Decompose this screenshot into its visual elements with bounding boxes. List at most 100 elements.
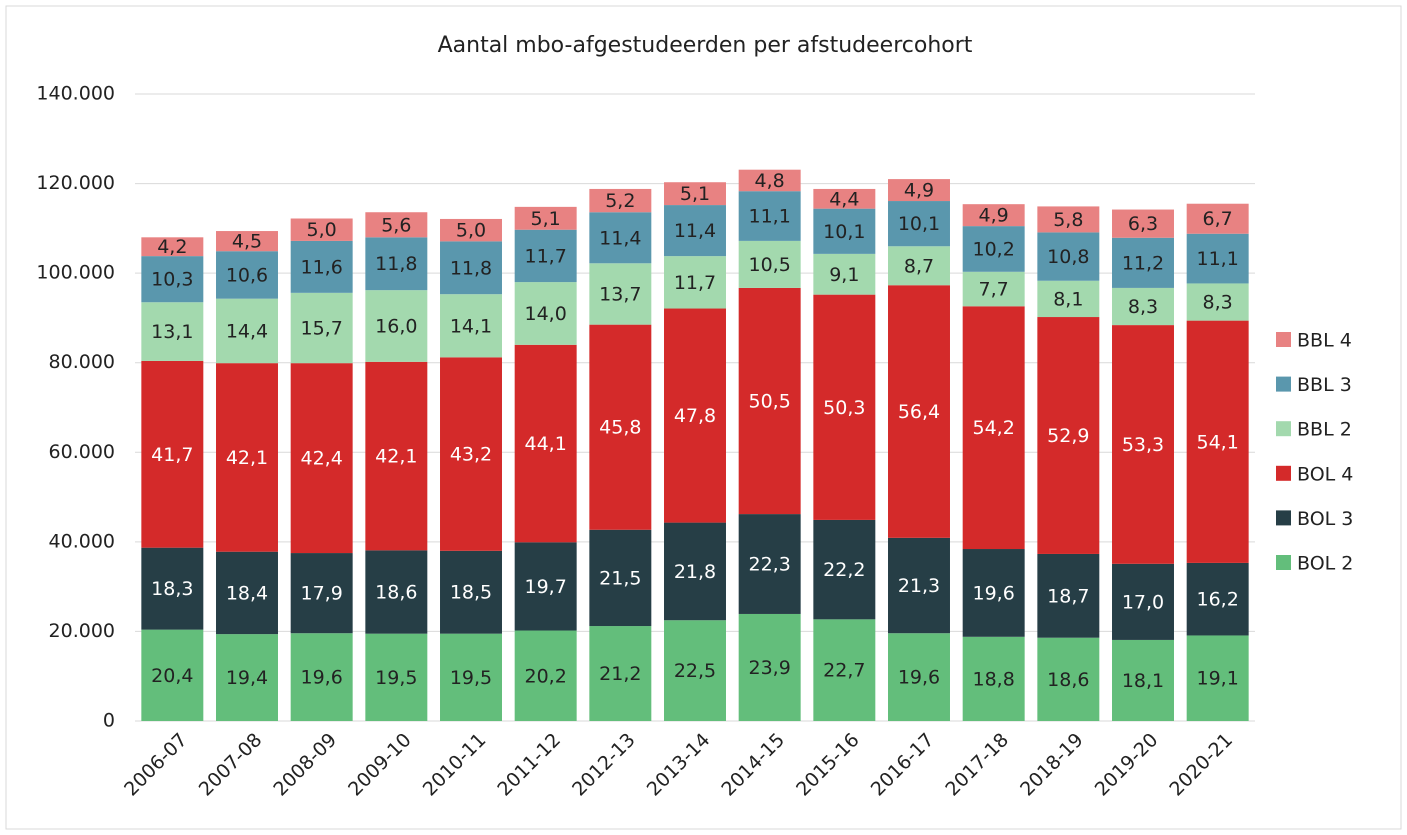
data-label: 7,7 — [979, 279, 1009, 301]
data-label: 17,9 — [301, 583, 343, 605]
bar-segment — [962, 306, 1025, 550]
data-label: 20,4 — [151, 665, 193, 687]
bar-segment — [664, 522, 726, 621]
data-label: 42,1 — [226, 447, 268, 469]
legend-label: BBL 3 — [1297, 374, 1352, 396]
data-label: 10,3 — [151, 269, 193, 291]
bar-segment — [440, 357, 502, 551]
bar-segment — [141, 629, 204, 721]
bar-segment — [1186, 562, 1249, 636]
data-label: 5,1 — [680, 183, 710, 205]
data-label: 23,9 — [749, 657, 791, 679]
data-label: 6,3 — [1128, 213, 1158, 235]
bar-segment — [1037, 280, 1100, 318]
bar-segment — [365, 550, 428, 634]
data-label: 21,5 — [599, 567, 641, 589]
data-label: 10,1 — [898, 213, 940, 235]
bar-segment — [1037, 553, 1100, 638]
bar-segment — [440, 294, 502, 358]
legend-swatch — [1276, 510, 1291, 526]
data-label: 4,5 — [232, 231, 262, 253]
bar-segment — [664, 308, 726, 523]
data-label: 42,4 — [301, 448, 343, 470]
legend-swatch — [1276, 376, 1291, 392]
data-label: 50,3 — [823, 397, 865, 419]
bar-segment — [962, 204, 1025, 227]
bar-segment — [514, 206, 577, 230]
data-label: 5,2 — [605, 190, 635, 212]
bar-segment — [664, 256, 726, 309]
bar-segment — [1037, 317, 1100, 554]
bar-segment — [290, 218, 353, 241]
bar-segment — [141, 547, 204, 630]
bar-segment — [1112, 639, 1174, 721]
bar-segment — [365, 237, 428, 291]
data-label: 19,6 — [898, 667, 940, 689]
data-label: 11,4 — [599, 227, 641, 249]
bar-segment — [216, 251, 278, 299]
data-label: 20,2 — [525, 665, 567, 687]
data-label: 16,0 — [375, 315, 417, 337]
bar-segment — [514, 630, 577, 721]
data-label: 10,8 — [1047, 246, 1089, 268]
bar-segment — [514, 344, 577, 543]
bar-segment — [514, 542, 577, 631]
bar-segment — [1112, 209, 1174, 238]
bar-segment — [813, 619, 876, 721]
data-label: 5,8 — [1053, 209, 1083, 231]
bar-segment — [888, 633, 950, 721]
data-label: 5,0 — [456, 220, 486, 242]
bar-segment — [365, 633, 428, 721]
data-label: 11,7 — [525, 245, 567, 267]
data-label: 5,6 — [381, 214, 411, 236]
bar-segment — [813, 188, 876, 209]
bar-segment — [738, 191, 801, 241]
data-label: 10,2 — [973, 238, 1015, 260]
bar-segment — [216, 551, 278, 635]
bar-segment — [888, 201, 950, 247]
bar-segment — [290, 292, 353, 364]
data-label: 19,7 — [525, 576, 567, 598]
bar-segment — [514, 282, 577, 345]
bar-segment — [738, 169, 801, 192]
data-label: 4,9 — [904, 180, 934, 202]
bar-segment — [290, 553, 353, 634]
data-label: 8,1 — [1053, 288, 1083, 310]
legend-swatch — [1276, 465, 1291, 481]
data-label: 19,6 — [301, 667, 343, 689]
data-label: 50,5 — [749, 391, 791, 413]
bar-segment — [290, 363, 353, 554]
data-label: 15,7 — [301, 318, 343, 340]
bar-segment — [813, 253, 876, 295]
bar-segment — [1186, 635, 1249, 721]
data-label: 11,1 — [749, 206, 791, 228]
bar-segment — [962, 636, 1025, 721]
bar-segment — [962, 549, 1025, 637]
data-label: 18,5 — [450, 582, 492, 604]
data-label: 16,2 — [1197, 589, 1239, 611]
bar-segment — [1112, 325, 1174, 564]
bar-segment — [1186, 233, 1249, 284]
data-label: 4,2 — [157, 236, 187, 258]
data-label: 4,8 — [755, 170, 785, 192]
bar-segment — [962, 271, 1025, 307]
data-label: 10,5 — [749, 254, 791, 276]
bar-segment — [589, 626, 652, 721]
bar-segment — [1037, 206, 1100, 233]
data-label: 9,1 — [829, 264, 859, 286]
y-tick-label: 80.000 — [49, 351, 115, 373]
bar-segment — [1186, 320, 1249, 563]
bar-segment — [440, 241, 502, 295]
bar-segment — [216, 298, 278, 364]
bar-segment — [589, 529, 652, 627]
bar-segment — [365, 361, 428, 551]
data-label: 11,8 — [375, 253, 417, 275]
bar-segment — [141, 237, 204, 257]
bar-segment — [738, 514, 801, 614]
y-tick-label: 140.000 — [36, 83, 115, 105]
bar-segment — [216, 363, 278, 552]
bar-segment — [440, 633, 502, 721]
legend-label: BOL 4 — [1297, 463, 1353, 485]
data-label: 18,3 — [151, 578, 193, 600]
